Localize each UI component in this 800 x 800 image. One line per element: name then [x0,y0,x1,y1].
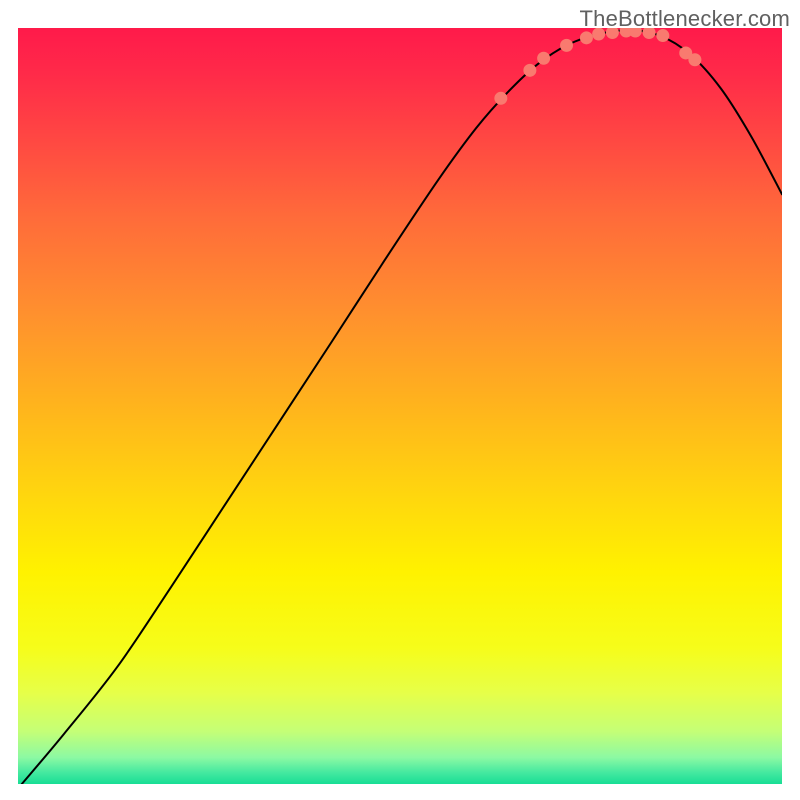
chart-background [18,28,782,784]
data-point [580,32,592,44]
plot-area [18,28,782,784]
chart-svg [18,28,782,784]
watermark-label: TheBottlenecker.com [580,6,790,32]
data-point [538,52,550,64]
data-point [561,39,573,51]
data-point [524,64,536,76]
chart-container: TheBottlenecker.com [0,0,800,800]
data-point [495,92,507,104]
data-point [689,54,701,66]
